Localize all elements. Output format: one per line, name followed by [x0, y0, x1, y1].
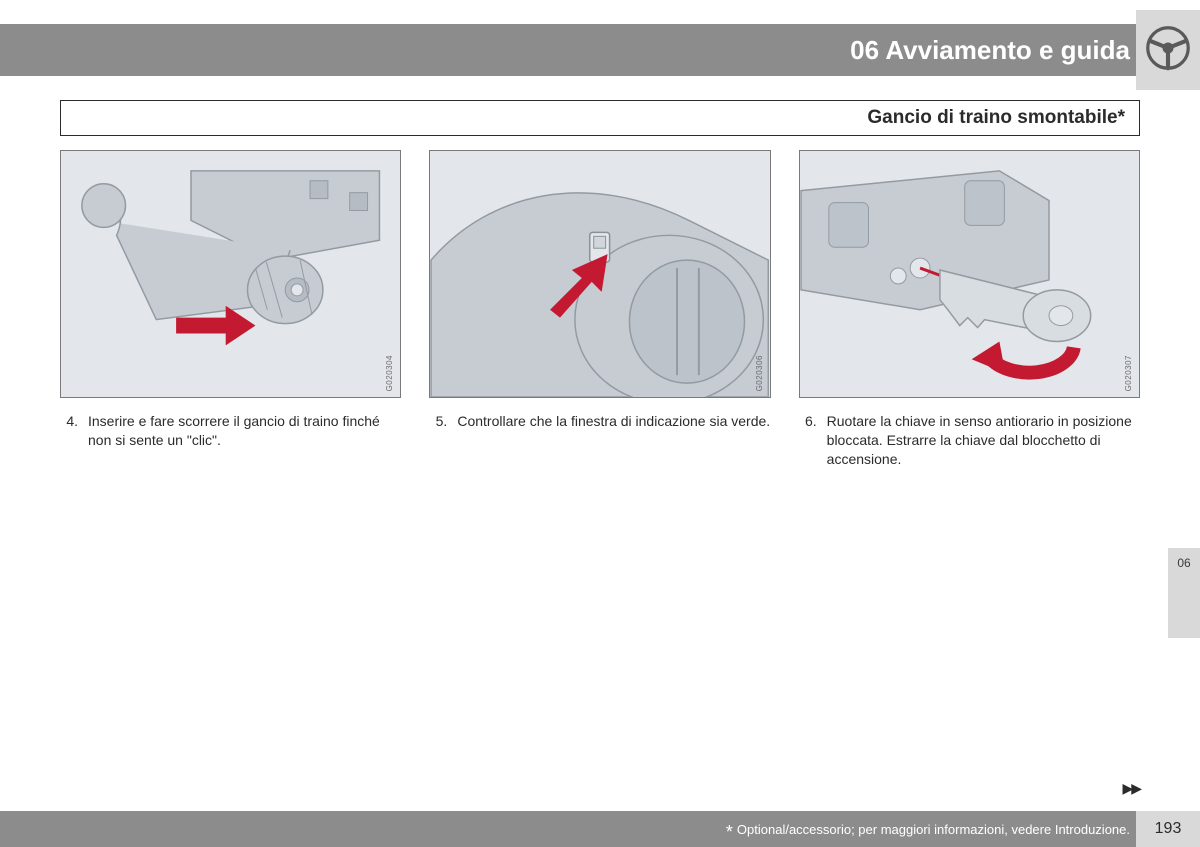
step-column: G020306 5. Controllare che la finestra d…	[429, 150, 770, 469]
chapter-title: 06 Avviamento e guida	[850, 35, 1130, 66]
step-number: 6.	[799, 412, 817, 469]
step-figure-6: G020307	[799, 150, 1140, 398]
side-tab-label: 06	[1177, 556, 1190, 570]
page-number: 193	[1155, 820, 1182, 838]
section-title-bar: Gancio di traino smontabile*	[60, 100, 1140, 136]
section-title: Gancio di traino smontabile*	[867, 107, 1125, 128]
step-text: Ruotare la chiave in senso antiorario in…	[827, 412, 1140, 469]
step-figure-4: G020304	[60, 150, 401, 398]
step-item: 5. Controllare che la finestra di indica…	[429, 412, 770, 431]
step-number: 5.	[429, 412, 447, 431]
figure-code: G020306	[755, 355, 764, 391]
step-columns: G020304 4. Inserire e fare scorrere il g…	[60, 150, 1140, 469]
step-figure-5: G020306	[429, 150, 770, 398]
step-text: Inserire e fare scorrere il gancio di tr…	[88, 412, 401, 450]
side-chapter-tab: 06	[1168, 548, 1200, 638]
step-item: 6. Ruotare la chiave in senso antiorario…	[799, 412, 1140, 469]
step-text: Controllare che la finestra di indicazio…	[457, 412, 770, 431]
figure-code: G020307	[1124, 355, 1133, 391]
figure-code: G020304	[385, 355, 394, 391]
step-item: 4. Inserire e fare scorrere il gancio di…	[60, 412, 401, 450]
footer-band: * Optional/accessorio; per maggiori info…	[0, 811, 1200, 847]
step-column: G020304 4. Inserire e fare scorrere il g…	[60, 150, 401, 469]
chapter-icon-box	[1136, 10, 1200, 90]
step-column: G020307 6. Ruotare la chiave in senso an…	[799, 150, 1140, 469]
chapter-header: 06 Avviamento e guida	[0, 24, 1200, 76]
page-number-box: 193	[1136, 811, 1200, 847]
steering-wheel-icon	[1145, 25, 1191, 76]
step-number: 4.	[60, 412, 78, 450]
footer-note: Optional/accessorio; per maggiori inform…	[737, 822, 1130, 837]
continue-marker: ▶▶	[1122, 780, 1140, 797]
footnote-asterisk: *	[726, 822, 733, 843]
